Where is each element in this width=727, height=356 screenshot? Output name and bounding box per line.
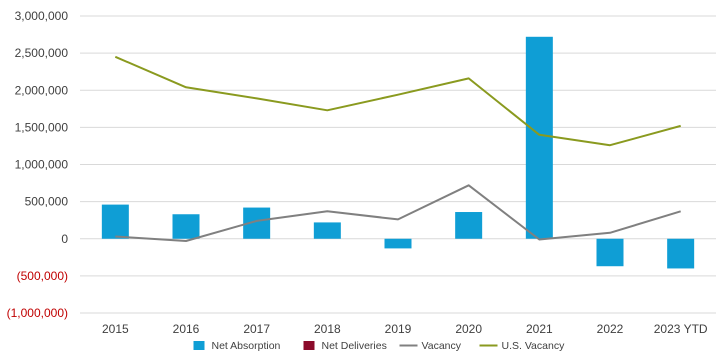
legend-swatch — [303, 341, 315, 350]
legend-label: Vacancy — [422, 340, 462, 352]
y-tick-label: (500,000) — [17, 269, 68, 283]
bar-net-absorption — [455, 212, 483, 239]
legend-item: Net Absorption — [193, 340, 281, 352]
legend-item: U.S. Vacancy — [479, 340, 566, 352]
line-u-s-vacancy — [114, 55, 681, 147]
bar-net-absorption — [313, 222, 341, 239]
x-tick-label: 2020 — [455, 322, 482, 336]
y-tick-label: 1,000,000 — [15, 158, 69, 172]
x-tick-label: 2022 — [597, 322, 624, 336]
legend-label: U.S. Vacancy — [502, 340, 566, 352]
y-tick-label: 0 — [61, 232, 68, 246]
y-tick-label: 2,000,000 — [15, 83, 69, 97]
y-tick-label: (1,000,000) — [7, 306, 68, 320]
x-tick-label: 2023 YTD — [654, 322, 708, 336]
y-tick-label: 1,500,000 — [15, 120, 69, 134]
y-tick-label: 2,500,000 — [15, 46, 69, 60]
x-tick-label: 2015 — [102, 322, 129, 336]
x-tick-label: 2017 — [243, 322, 270, 336]
legend-label: Net Deliveries — [322, 340, 387, 352]
bar-net-absorption — [101, 204, 129, 239]
legend-item: Vacancy — [399, 340, 462, 352]
bar-net-absorption — [525, 36, 553, 239]
y-tick-label: 500,000 — [25, 195, 69, 209]
x-tick-label: 2021 — [526, 322, 553, 336]
x-axis-ticks: 2015 2016 2017 2018 2019 2020 2021 2022 2023 YTD — [102, 322, 708, 336]
bar-net-absorption — [596, 238, 624, 267]
x-tick-label: 2016 — [173, 322, 200, 336]
bar-net-absorption — [667, 238, 695, 269]
legend-item: Net Deliveries — [303, 340, 387, 352]
bar-net-absorption — [172, 214, 200, 239]
line-vacancy — [115, 184, 681, 242]
gridlines — [80, 15, 716, 314]
legend-swatch — [193, 341, 205, 350]
y-tick-label: 3,000,000 — [15, 9, 69, 23]
legend-label: Net Absorption — [212, 340, 281, 352]
y-axis-ticks: 3,000,000 2,500,000 2,000,000 1,500,000 1,00… — [7, 9, 69, 320]
bar-net-absorption — [384, 238, 412, 249]
x-tick-label: 2019 — [385, 322, 412, 336]
bars — [101, 36, 695, 269]
lines — [114, 55, 681, 242]
legend: Net Absorption Net Deliveries Vacancy U.S. … — [193, 340, 566, 352]
x-tick-label: 2018 — [314, 322, 341, 336]
